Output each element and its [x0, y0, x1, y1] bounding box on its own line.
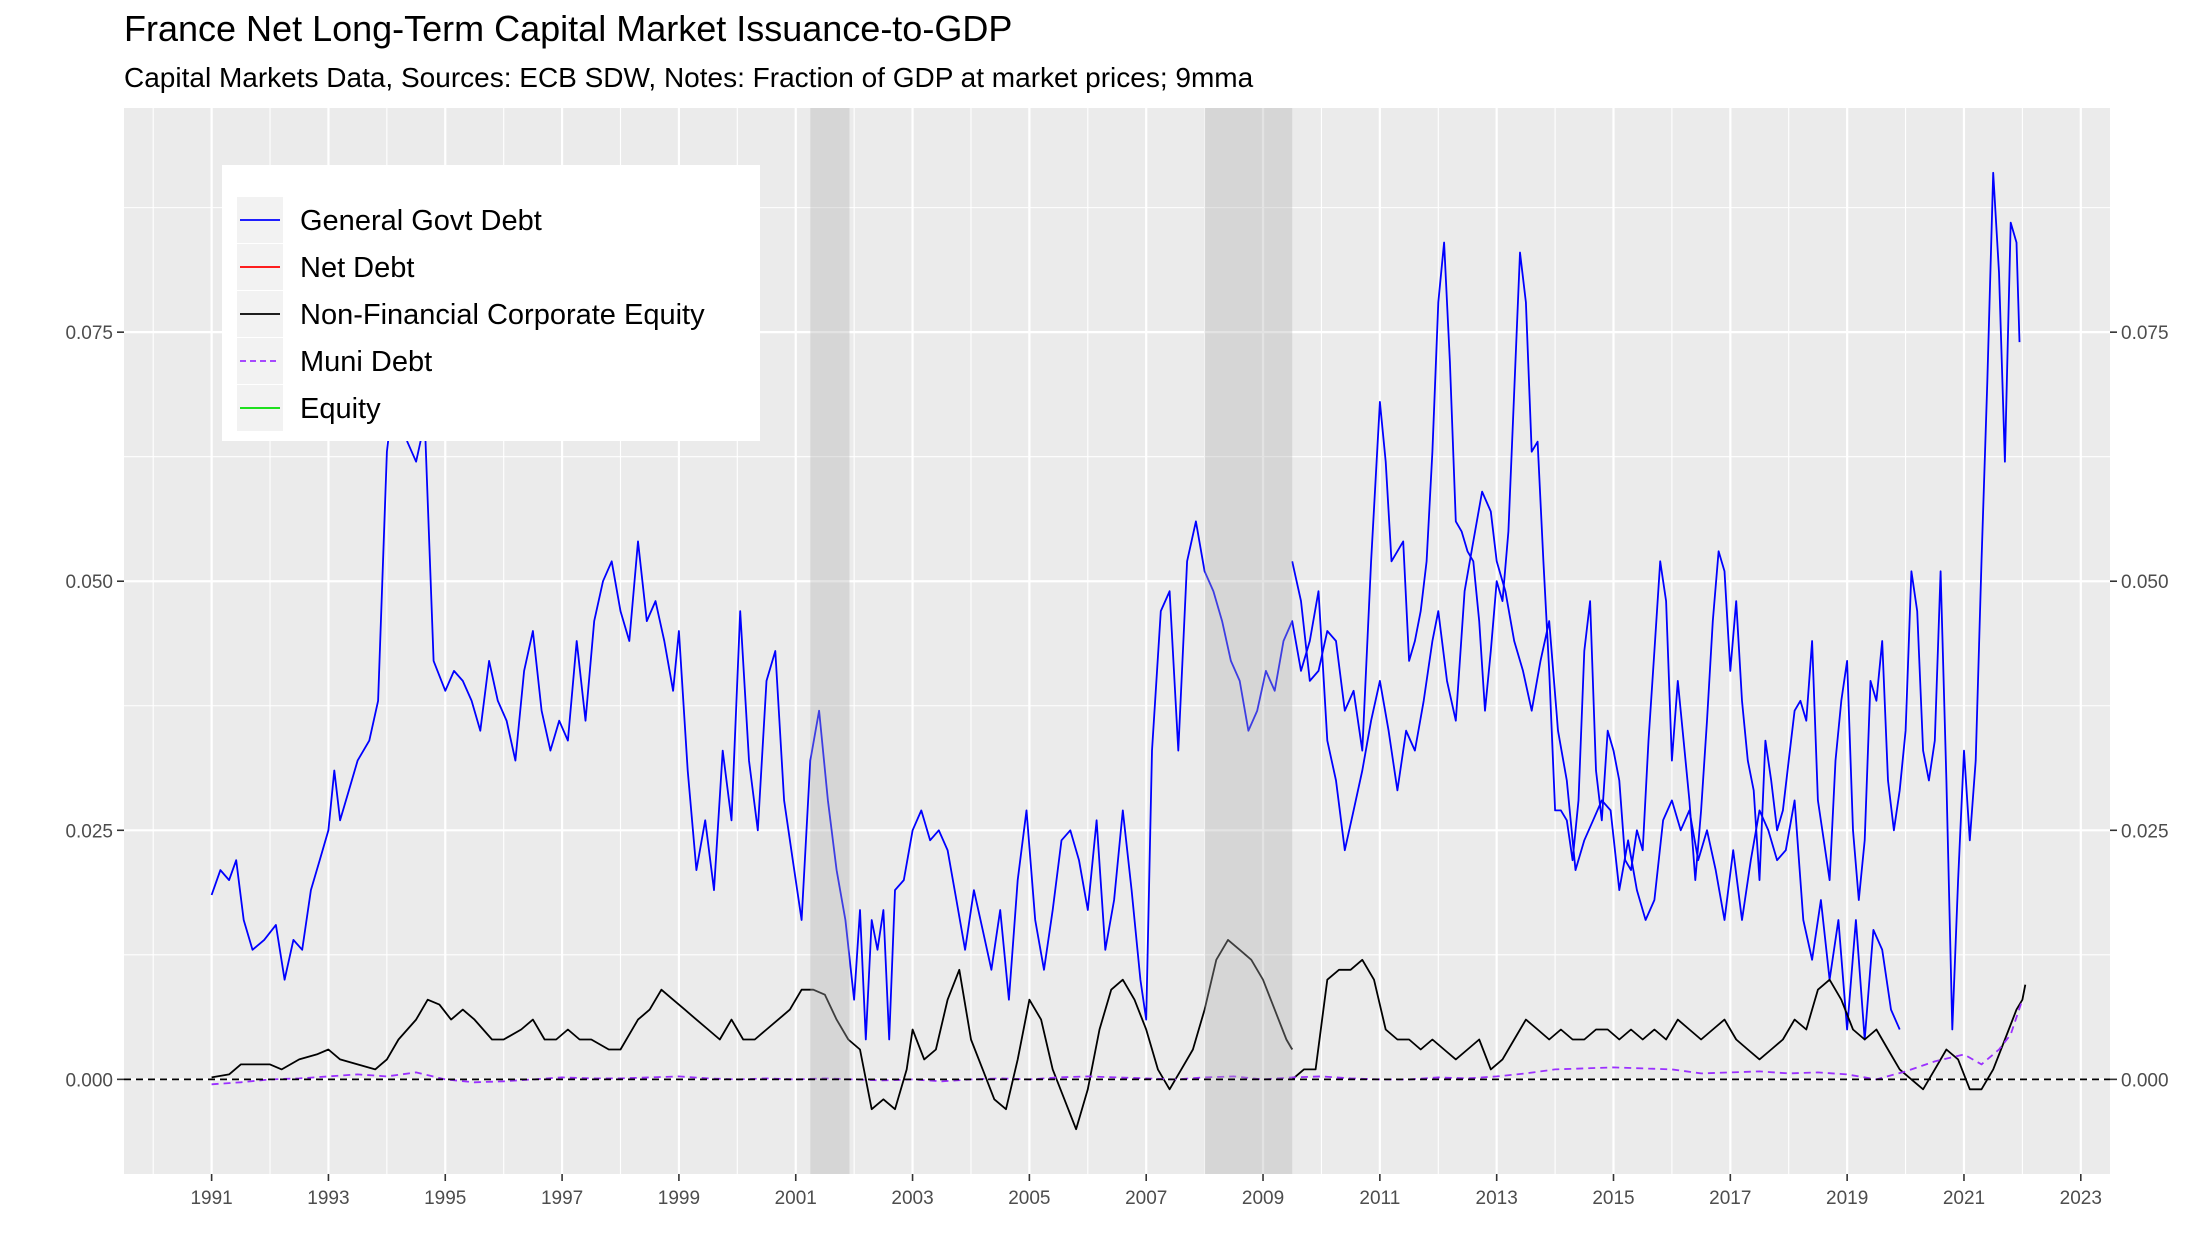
- series-line: [210, 391, 1901, 1041]
- x-tick-label: 2007: [1125, 1188, 1167, 1209]
- x-tick-label: 1999: [658, 1188, 700, 1209]
- legend-label: Equity: [300, 393, 381, 425]
- x-tick-label: 1997: [541, 1188, 583, 1209]
- chart-title: France Net Long-Term Capital Market Issu…: [124, 8, 1013, 49]
- series-lines: [210, 171, 2027, 1131]
- x-tick-label: 2003: [891, 1188, 933, 1209]
- y-tick-label: 0.075: [65, 323, 113, 344]
- series-line: [1291, 958, 2027, 1091]
- x-tick-label: 2017: [1709, 1188, 1751, 1209]
- x-tick-label: 2005: [1008, 1188, 1050, 1209]
- x-tick-label: 1995: [424, 1188, 466, 1209]
- y-axis-right: 0.000 0.025 0.050 0.075: [2110, 323, 2169, 1091]
- legend-label: Net Debt: [300, 252, 414, 284]
- legend-box: [222, 165, 760, 441]
- x-tick-label: 2021: [1943, 1188, 1985, 1209]
- x-axis: 1991 1993 1995 1997 1999 2001 2003 2005 2007 2009…: [190, 1174, 2102, 1209]
- chart-subtitle: Capital Markets Data, Sources: ECB SDW, …: [124, 62, 1254, 93]
- legend-label: Muni Debt: [300, 346, 432, 378]
- x-tick-label: 2015: [1592, 1188, 1634, 1209]
- y-axis-left: 0.000 0.025 0.050 0.075: [65, 323, 124, 1091]
- x-tick-label: 2013: [1476, 1188, 1518, 1209]
- y-tick-label-right: 0.075: [2121, 323, 2169, 344]
- y-tick-label: 0.050: [65, 572, 113, 593]
- series-line: [211, 939, 1293, 1131]
- x-tick-label: 2009: [1242, 1188, 1284, 1209]
- recession-band: [810, 108, 850, 1174]
- legend: General Govt Debt Net Debt Non-Financial C…: [222, 165, 760, 441]
- legend-label: General Govt Debt: [300, 205, 542, 237]
- y-tick-label-right: 0.050: [2121, 572, 2169, 593]
- y-tick-label-right: 0.025: [2121, 821, 2169, 842]
- y-tick-label: 0.000: [65, 1070, 113, 1091]
- x-tick-label: 1991: [190, 1188, 232, 1209]
- recession-shading: [810, 108, 1293, 1174]
- x-tick-label: 2019: [1826, 1188, 1868, 1209]
- series-line: [1291, 171, 2021, 1031]
- y-tick-label: 0.025: [65, 821, 113, 842]
- x-tick-label: 1993: [307, 1188, 349, 1209]
- x-tick-label: 2001: [775, 1188, 817, 1209]
- x-tick-label: 2023: [2060, 1188, 2102, 1209]
- x-tick-label: 2011: [1359, 1188, 1400, 1209]
- legend-label: Non-Financial Corporate Equity: [300, 299, 705, 331]
- y-tick-label-right: 0.000: [2121, 1070, 2169, 1091]
- recession-band: [1204, 108, 1293, 1174]
